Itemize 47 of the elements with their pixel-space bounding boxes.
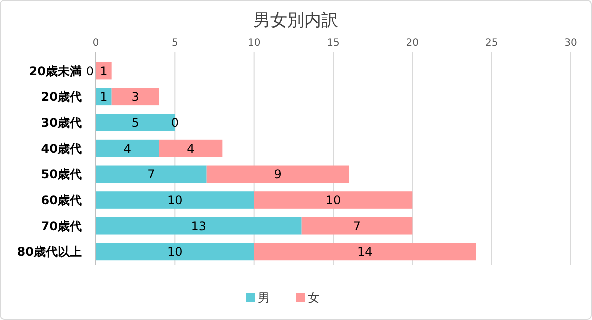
bar	[254, 192, 413, 209]
data-label: 3	[132, 90, 140, 104]
x-tick-label: 15	[327, 38, 340, 49]
y-tick-label: 60歳代	[41, 193, 82, 208]
data-label: 0	[86, 64, 94, 78]
bar	[96, 62, 112, 80]
bar	[159, 140, 223, 158]
bar	[206, 166, 350, 184]
data-label: 4	[124, 142, 132, 156]
bar	[96, 166, 207, 184]
x-tick-label: 30	[564, 38, 578, 49]
data-label: 1	[100, 90, 108, 104]
y-tick-label: 20歳未満	[29, 64, 82, 78]
data-label: 10	[326, 193, 342, 208]
data-label: 0	[171, 116, 179, 130]
x-tick-label: 20	[406, 38, 420, 49]
bar	[96, 88, 112, 106]
y-tick-label: 50歳代	[41, 168, 82, 182]
bar	[254, 243, 476, 261]
data-label: 10	[168, 245, 183, 260]
data-label: 5	[132, 116, 140, 130]
chart-title: 男女別内訳	[254, 11, 338, 31]
y-tick-label: 70歳代	[41, 219, 82, 234]
y-tick-label: 20歳代	[41, 90, 82, 104]
data-label: 14	[358, 245, 373, 260]
data-label: 7	[148, 168, 156, 182]
data-label: 1	[100, 64, 108, 78]
bar	[112, 88, 160, 106]
bar	[96, 140, 160, 158]
data-label: 9	[274, 168, 282, 182]
data-label: 7	[353, 219, 362, 234]
bar	[96, 217, 302, 235]
data-label: 4	[187, 142, 195, 156]
x-tick-label: 25	[485, 38, 498, 49]
y-tick-label: 40歳代	[41, 142, 82, 156]
bar	[302, 217, 413, 235]
bar	[96, 192, 254, 209]
data-label: 10	[168, 193, 183, 208]
legend-label: 女	[308, 291, 320, 306]
y-tick-label: 30歳代	[41, 116, 82, 130]
y-tick-label: 80歳代以上	[17, 245, 82, 260]
legend-label: 男	[258, 291, 270, 306]
data-label: 13	[191, 219, 207, 234]
bar	[96, 243, 254, 261]
x-tick-label: 5	[172, 38, 178, 49]
x-tick-label: 0	[92, 38, 100, 49]
x-tick-label: 10	[248, 38, 261, 49]
